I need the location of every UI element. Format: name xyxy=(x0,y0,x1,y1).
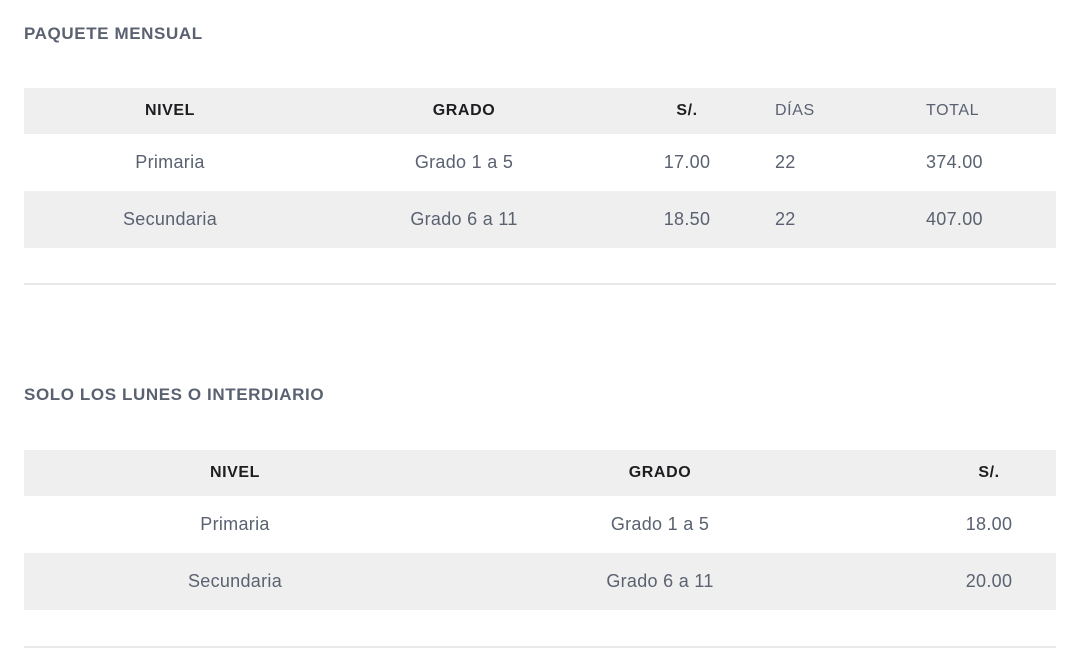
cell-dias: 22 xyxy=(775,152,796,172)
cell-nivel: Primaria xyxy=(200,514,270,534)
section-solo-lunes-interdiario: SOLO LOS LUNES O INTERDIARIO NIVEL GRADO… xyxy=(24,385,1056,648)
solo-lunes-table: NIVEL GRADO S/. Primaria Grado 1 a 5 18.… xyxy=(24,450,1056,610)
section-title-solo-lunes-interdiario: SOLO LOS LUNES O INTERDIARIO xyxy=(24,385,325,404)
column-header-total: TOTAL xyxy=(926,102,980,119)
cell-total: 374.00 xyxy=(926,152,983,172)
column-header-soles: S/. xyxy=(676,102,698,119)
table-row-primaria: Primaria Grado 1 a 5 18.00 xyxy=(24,496,1056,553)
column-header-grado: GRADO xyxy=(628,464,692,481)
section-paquete-mensual: PAQUETE MENSUAL NIVEL GRADO S/. DÍAS TOT… xyxy=(24,24,1056,285)
cell-nivel: Secundaria xyxy=(187,571,283,591)
table-row-secundaria: Secundaria Grado 6 a 11 18.50 22 407.00 xyxy=(24,191,1056,248)
cell-precio: 17.00 xyxy=(663,152,711,172)
cell-total: 407.00 xyxy=(926,209,983,229)
cell-nivel: Secundaria xyxy=(122,209,218,229)
cell-precio: 18.50 xyxy=(663,209,711,229)
cell-precio: 20.00 xyxy=(965,571,1013,591)
section-title-paquete-mensual: PAQUETE MENSUAL xyxy=(24,24,203,43)
table-header-row: NIVEL GRADO S/. xyxy=(24,450,1056,496)
column-header-nivel: NIVEL xyxy=(144,102,196,119)
section-divider xyxy=(24,646,1056,648)
cell-grado: Grado 1 a 5 xyxy=(414,152,514,172)
cell-grado: Grado 6 a 11 xyxy=(606,571,714,591)
column-header-soles: S/. xyxy=(978,464,1000,481)
table-header-row: NIVEL GRADO S/. DÍAS TOTAL xyxy=(24,88,1056,134)
column-header-dias: DÍAS xyxy=(775,102,815,119)
cell-dias: 22 xyxy=(775,209,796,229)
cell-nivel: Primaria xyxy=(135,152,205,172)
cell-grado: Grado 1 a 5 xyxy=(610,514,710,534)
column-header-nivel: NIVEL xyxy=(209,464,261,481)
cell-grado: Grado 6 a 11 xyxy=(410,209,518,229)
paquete-mensual-table: NIVEL GRADO S/. DÍAS TOTAL Primaria Grad… xyxy=(24,88,1056,248)
table-row-primaria: Primaria Grado 1 a 5 17.00 22 374.00 xyxy=(24,134,1056,191)
column-header-grado: GRADO xyxy=(432,102,496,119)
section-divider xyxy=(24,283,1056,285)
table-row-secundaria: Secundaria Grado 6 a 11 20.00 xyxy=(24,553,1056,610)
cell-precio: 18.00 xyxy=(965,514,1013,534)
